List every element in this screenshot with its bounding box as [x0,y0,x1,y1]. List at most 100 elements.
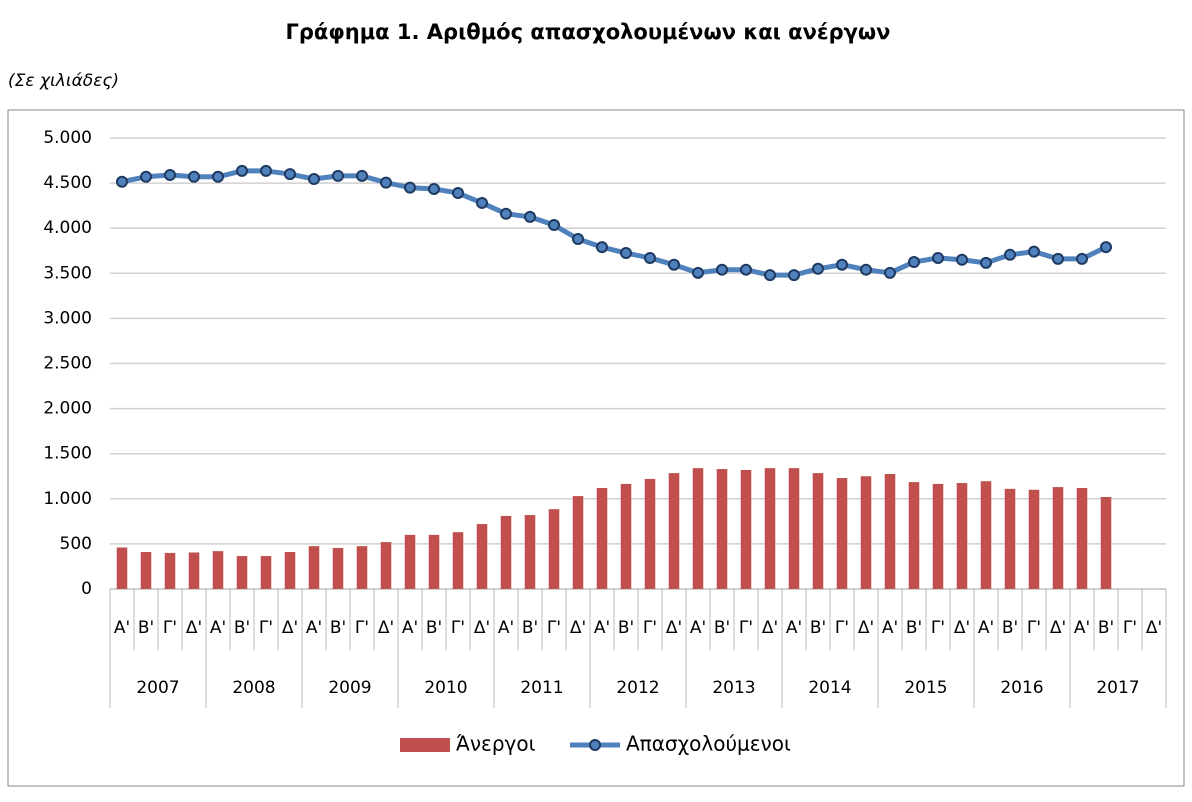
bar [1052,487,1064,589]
line-marker [1052,252,1064,265]
line-marker [740,263,752,276]
line-marker [980,256,992,269]
bar [524,515,536,589]
line-marker [356,169,368,182]
x-tick-label: Α' [690,618,706,638]
y-tick-label: 2.000 [43,399,92,419]
y-tick-label: 2.500 [43,354,92,374]
line-marker [332,169,344,182]
bar [188,552,200,589]
line-marker [572,233,584,246]
line-marker [1028,245,1040,258]
bar [164,552,176,589]
x-tick-label: Β' [1002,618,1018,638]
x-tick-label: Β' [330,618,346,638]
bar [620,483,632,589]
x-tick-label: Γ' [643,618,657,638]
bar [908,482,920,589]
x-tick-label: Δ' [570,618,586,638]
line-marker [452,187,464,200]
bar [788,468,800,589]
bar [140,552,152,589]
line-marker [140,170,152,183]
line-marker [188,170,200,183]
bar [980,481,992,589]
x-tick-label: Β' [1098,618,1114,638]
bar [500,515,512,589]
x-tick-label: Α' [306,618,322,638]
line-marker [404,181,416,194]
year-label: 2007 [136,678,179,698]
x-tick-label: Β' [522,618,538,638]
x-tick-label: Γ' [1123,618,1137,638]
x-tick-label: Α' [402,618,418,638]
x-tick-label: Γ' [163,618,177,638]
line-marker [212,170,224,183]
line-marker [260,164,272,177]
bar [548,509,560,589]
y-tick-label: 4.000 [43,218,92,238]
bar [644,478,656,589]
x-tick-label: Α' [978,618,994,638]
line-marker [524,210,536,223]
year-label: 2009 [328,678,371,698]
line-marker [428,182,440,195]
legend-swatch [400,738,450,752]
chart-border [7,109,1185,787]
line-marker [668,258,680,271]
line-marker [812,262,824,275]
bar [1028,489,1040,589]
line-marker [116,175,128,188]
bar [116,547,128,589]
x-tick-label: Δ' [858,618,874,638]
line-marker [476,196,488,209]
line-marker [500,207,512,220]
x-tick-label: Δ' [282,618,298,638]
bar [428,534,440,589]
legend-label: Απασχολούμενοι [626,732,791,756]
x-tick-label: Α' [882,618,898,638]
line-marker [1076,252,1088,265]
line-marker [716,263,728,276]
x-tick-label: Γ' [547,618,561,638]
line-marker [1004,248,1016,261]
bar [572,496,584,589]
x-tick-label: Δ' [762,618,778,638]
bar [308,546,320,589]
line-marker [932,251,944,264]
x-tick-label: Δ' [954,618,970,638]
bar [332,547,344,589]
line-marker [548,219,560,232]
y-tick-label: 500 [60,534,92,554]
y-tick-label: 3.000 [43,308,92,328]
bar [212,551,224,589]
x-tick-label: Α' [498,618,514,638]
x-tick-label: Δ' [186,618,202,638]
year-label: 2013 [712,678,755,698]
line-marker [164,168,176,181]
x-tick-label: Γ' [355,618,369,638]
x-tick-label: Δ' [1050,618,1066,638]
bar [236,556,248,589]
bar [692,468,704,589]
line-marker [308,173,320,186]
bar [860,476,872,589]
year-label: 2015 [904,678,947,698]
chart-title: Γράφημα 1. Αριθμός απασχολουμένων και αν… [285,20,890,44]
line-marker [788,269,800,282]
bar [884,473,896,589]
bar [452,532,464,589]
bar [596,487,608,589]
year-label: 2010 [424,678,467,698]
legend-label: Άνεργοι [456,732,536,756]
bar [956,483,968,589]
y-tick-label: 0 [81,579,92,599]
line-marker [836,258,848,271]
year-label: 2011 [520,678,563,698]
line-marker [596,241,608,254]
x-tick-label: Α' [786,618,802,638]
y-tick-label: 1.000 [43,489,92,509]
x-tick-label: Δ' [666,618,682,638]
bar [284,552,296,589]
x-tick-label: Α' [594,618,610,638]
